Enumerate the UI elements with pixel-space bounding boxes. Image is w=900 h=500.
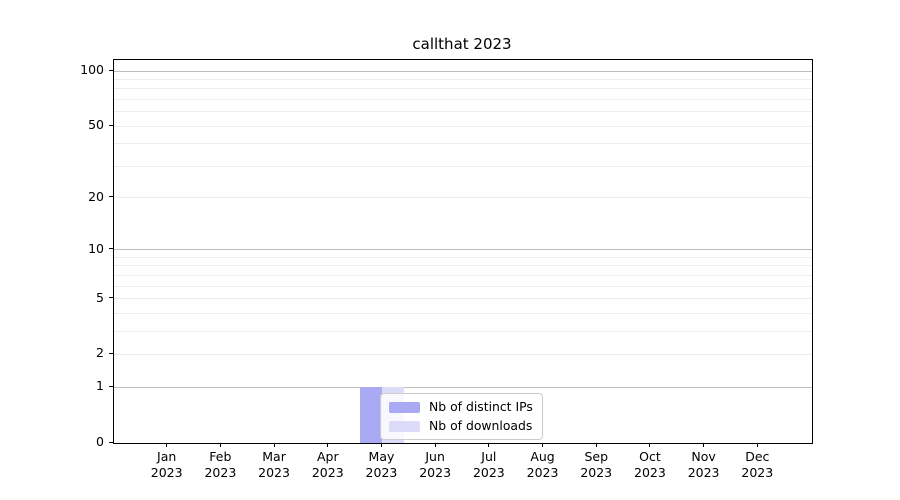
legend: Nb of distinct IPs Nb of downloads	[380, 393, 543, 440]
x-tick-mark	[756, 443, 758, 447]
minor-gridline	[114, 274, 812, 276]
x-tick-mark	[649, 443, 651, 447]
minor-gridline	[114, 265, 812, 267]
y-tick-mark	[109, 196, 113, 198]
x-tick-mark	[273, 443, 275, 447]
minor-gridline	[114, 285, 812, 287]
legend-entry: Nb of downloads	[389, 419, 533, 433]
x-tick-mark	[380, 443, 382, 447]
x-tick-label: May 2023	[365, 449, 398, 480]
chart-title: callthat 2023	[412, 35, 512, 53]
minor-gridline	[114, 298, 812, 300]
minor-gridline	[114, 353, 812, 355]
x-tick-label: Oct 2023	[634, 449, 666, 480]
x-tick-label: Dec 2023	[741, 449, 774, 480]
y-tick-label: 50	[88, 117, 104, 133]
x-tick-mark	[488, 443, 490, 447]
minor-gridline	[114, 330, 812, 332]
y-tick-label: 20	[88, 188, 104, 204]
x-tick-label: Sep 2023	[580, 449, 613, 480]
x-tick-label: Jul 2023	[472, 449, 505, 480]
legend-swatch	[389, 401, 420, 413]
y-tick-mark	[109, 352, 113, 354]
x-tick-mark	[434, 443, 436, 447]
minor-gridline	[114, 98, 812, 100]
legend-label: Nb of distinct IPs	[429, 399, 533, 414]
minor-gridline	[114, 312, 812, 314]
y-tick-label: 10	[88, 240, 104, 256]
y-tick-mark	[109, 297, 113, 299]
minor-gridline	[114, 165, 812, 167]
x-tick-label: Nov 2023	[687, 449, 720, 480]
y-tick-mark	[109, 441, 113, 443]
minor-gridline	[114, 111, 812, 113]
minor-gridline	[114, 197, 812, 199]
x-tick-label: Aug 2023	[526, 449, 559, 480]
y-tick-label: 1	[96, 378, 104, 394]
minor-gridline	[114, 78, 812, 80]
x-tick-label: Mar 2023	[258, 449, 290, 480]
x-tick-mark	[703, 443, 705, 447]
major-gridline	[114, 386, 812, 388]
x-tick-mark	[327, 443, 329, 447]
major-gridline	[114, 249, 812, 251]
x-tick-label: Jan 2023	[150, 449, 183, 480]
minor-gridline	[114, 256, 812, 258]
x-tick-mark	[166, 443, 168, 447]
legend-entry: Nb of distinct IPs	[389, 400, 533, 414]
legend-swatch	[389, 420, 420, 432]
legend-label: Nb of downloads	[429, 418, 533, 433]
minor-gridline	[114, 125, 812, 127]
x-tick-label: Jun 2023	[419, 449, 452, 480]
x-tick-mark	[219, 443, 221, 447]
minor-gridline	[114, 143, 812, 145]
y-tick-mark	[109, 69, 113, 71]
y-tick-label: 2	[96, 345, 104, 361]
x-tick-mark	[542, 443, 544, 447]
y-tick-label: 0	[96, 434, 104, 449]
x-tick-mark	[595, 443, 597, 447]
y-tick-label: 100	[80, 62, 104, 77]
minor-gridline	[114, 88, 812, 90]
y-tick-label: 5	[96, 289, 104, 305]
x-tick-label: Feb 2023	[204, 449, 237, 480]
y-tick-mark	[109, 248, 113, 250]
x-tick-label: Apr 2023	[311, 449, 344, 480]
major-gridline	[114, 70, 812, 72]
bar-nb-of-distinct-ips-may-2023	[360, 387, 383, 443]
y-tick-mark	[109, 124, 113, 126]
plot-area: Nb of distinct IPs Nb of downloads	[113, 59, 813, 444]
y-tick-mark	[109, 385, 113, 387]
